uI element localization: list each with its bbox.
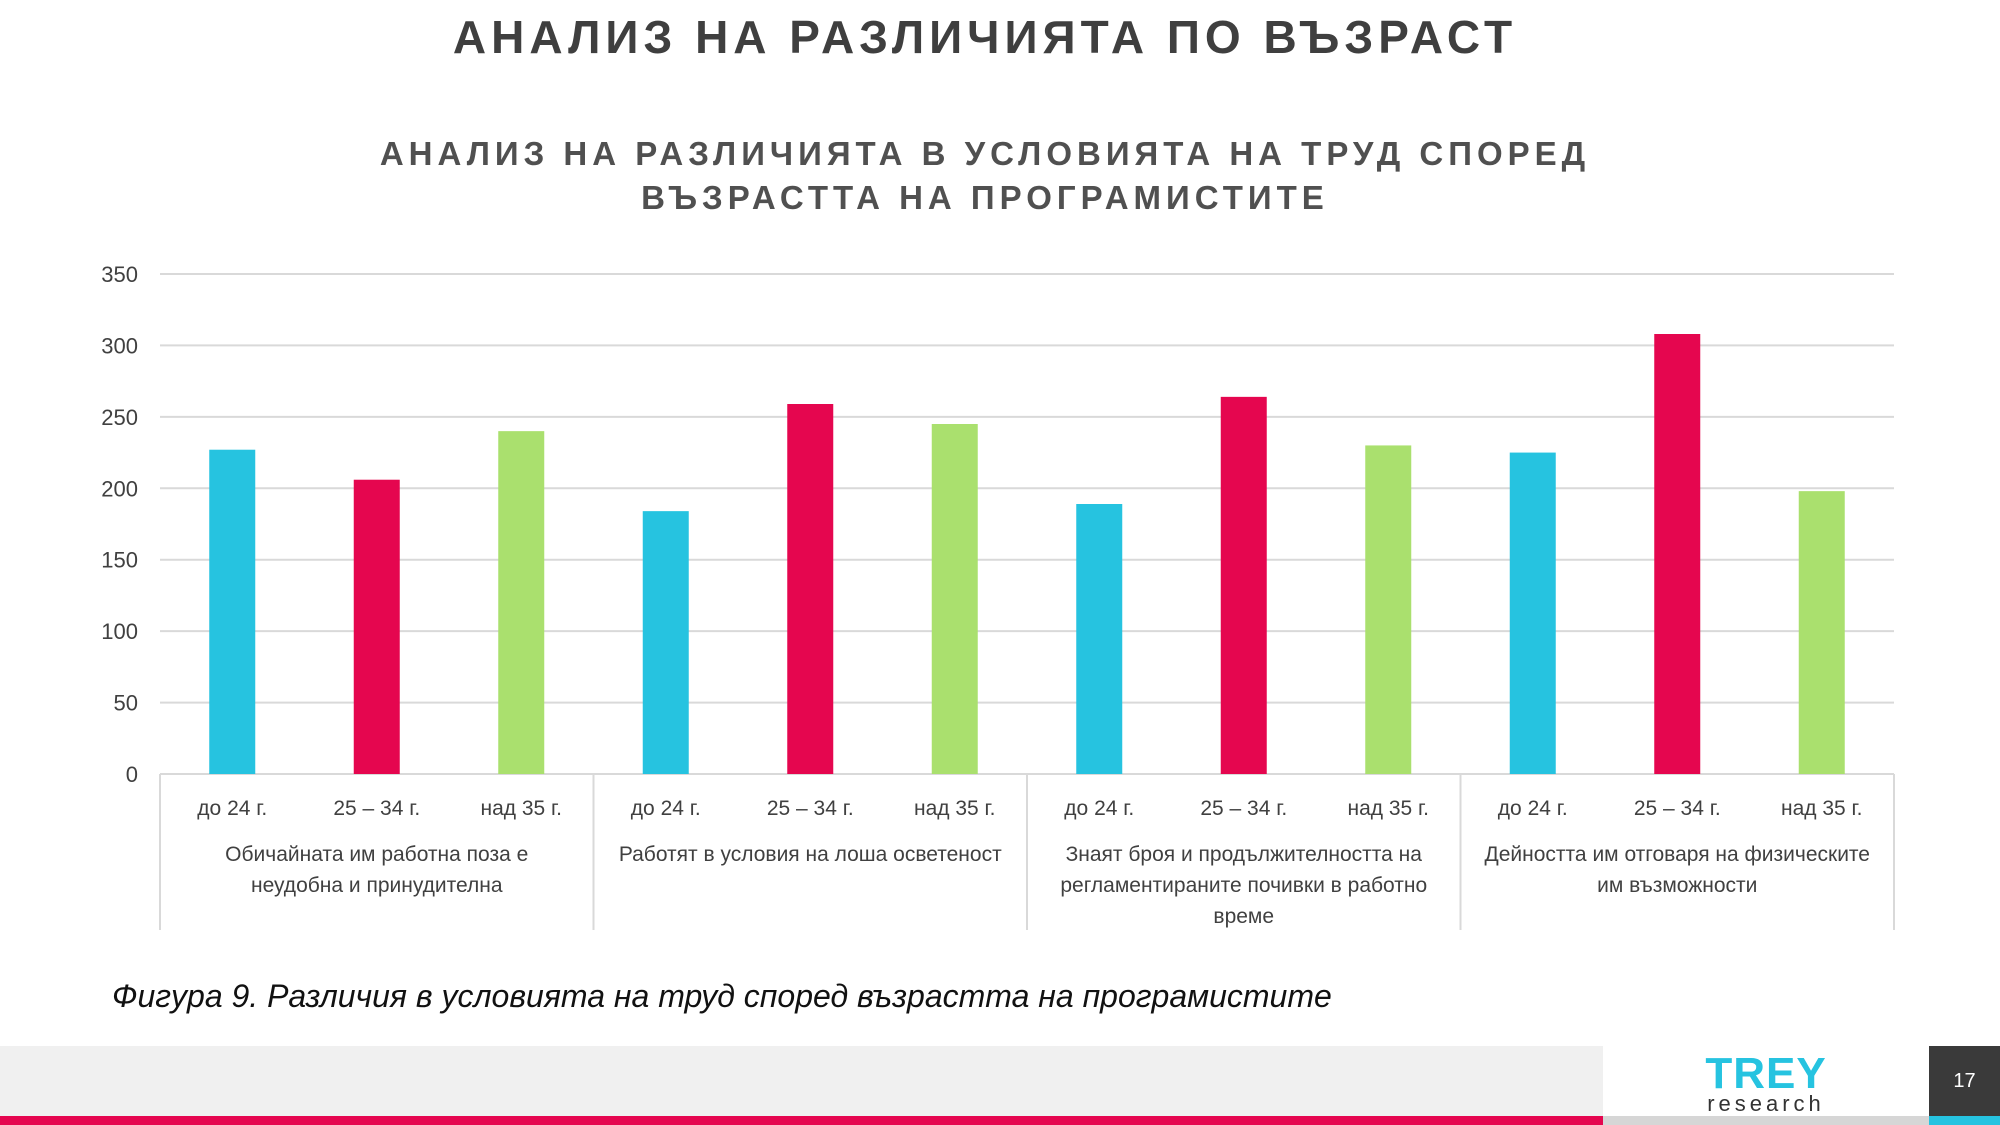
group-label: Обичайната им работна поза е <box>225 843 528 866</box>
logo-sub-text: research <box>1707 1091 1825 1116</box>
bar-2-1 <box>642 511 689 774</box>
x-tick-label: до 24 г. <box>631 797 701 820</box>
y-tick-label: 350 <box>101 262 138 287</box>
x-tick-label: над 35 г. <box>1781 797 1863 820</box>
chart-title-line: АНАЛИЗ НА РАЗЛИЧИЯТА В УСЛОВИЯТА НА ТРУД… <box>379 135 1591 172</box>
y-tick-label: 100 <box>101 619 138 644</box>
x-tick-label: над 35 г. <box>914 797 996 820</box>
x-tick-label: до 24 г. <box>197 797 267 820</box>
bar-chart: 0 50 100 150 200 250 300 350 до 24 г. 25 – 34 г. н… <box>101 262 1895 930</box>
x-tick-label: 25 – 34 г. <box>333 797 420 820</box>
footer-band <box>0 1046 1603 1116</box>
y-tick-label: 0 <box>126 762 138 787</box>
x-tick-label: 25 – 34 г. <box>1200 797 1287 820</box>
group-label: Дейността им отговаря на физическите <box>1485 843 1870 866</box>
y-tick-label: 50 <box>114 691 138 716</box>
bar-1-2 <box>353 479 400 774</box>
bar-2-2 <box>787 404 834 774</box>
bar-1-3 <box>498 431 545 774</box>
y-tick-label: 150 <box>101 548 138 573</box>
y-tick-label: 300 <box>101 333 138 358</box>
x-tick-label: до 24 г. <box>1064 797 1134 820</box>
footer-strip-cyan <box>1929 1116 2000 1125</box>
slide-title: АНАЛИЗ НА РАЗЛИЧИЯТА ПО ВЪЗРАСТ <box>452 11 1518 63</box>
group-label: Работят в условия на лоша осветеност <box>619 843 1002 866</box>
bar-4-2 <box>1654 334 1701 774</box>
y-tick-label: 250 <box>101 405 138 430</box>
group-label: им възможности <box>1597 874 1757 897</box>
x-tick-label: до 24 г. <box>1498 797 1568 820</box>
chart-title-line: ВЪЗРАСТТА НА ПРОГРАМИСТИТЕ <box>641 179 1329 216</box>
logo: TREY research <box>1603 1046 1929 1116</box>
figure-caption: Фигура 9. Различия в условията на труд с… <box>112 978 1332 1014</box>
bar-4-1 <box>1509 452 1556 774</box>
bar-3-1 <box>1076 504 1123 774</box>
footer-strip-red <box>0 1116 1603 1125</box>
y-tick-label: 200 <box>101 476 138 501</box>
x-tick-label: 25 – 34 г. <box>1634 797 1721 820</box>
group-label: регламентираните почивки в работно <box>1060 874 1427 897</box>
bar-2-3 <box>931 424 978 774</box>
group-label: Знаят броя и продължителността на <box>1066 843 1423 866</box>
page-number: 17 <box>1929 1046 2000 1116</box>
x-tick-label: над 35 г. <box>481 797 563 820</box>
bar-1-1 <box>209 449 256 774</box>
x-tick-label: 25 – 34 г. <box>767 797 854 820</box>
logo-main-text: TREY <box>1705 1049 1827 1098</box>
group-label: неудобна и принудителна <box>251 874 503 897</box>
bar-3-2 <box>1220 396 1267 774</box>
x-tick-label: над 35 г. <box>1348 797 1430 820</box>
chart-title: АНАЛИЗ НА РАЗЛИЧИЯТА В УСЛОВИЯТА НА ТРУД… <box>0 132 1970 220</box>
bar-3-3 <box>1365 445 1412 774</box>
bar-4-3 <box>1798 491 1845 774</box>
footer-strip-grey <box>1603 1116 1929 1125</box>
group-label: време <box>1213 905 1274 928</box>
